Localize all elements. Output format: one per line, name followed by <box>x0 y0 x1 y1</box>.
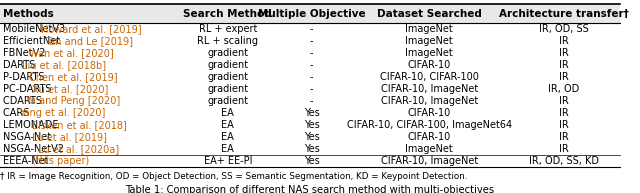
Text: PC-DARTS: PC-DARTS <box>3 84 55 94</box>
Text: EfficientNet: EfficientNet <box>3 36 63 46</box>
Text: NSGA-Net: NSGA-Net <box>3 132 54 142</box>
Text: Yes: Yes <box>303 132 319 142</box>
Text: RL + scaling: RL + scaling <box>197 36 259 46</box>
Text: IR, OD, SS, KD: IR, OD, SS, KD <box>529 157 599 167</box>
Text: IR: IR <box>559 36 569 46</box>
Text: Dataset Searched: Dataset Searched <box>377 9 482 19</box>
Text: Search Method: Search Method <box>184 9 272 19</box>
Text: Lu et al. [2019]: Lu et al. [2019] <box>32 132 107 142</box>
Text: † IR = Image Recognition, OD = Object Detection, SS = Semantic Segmentation, KD : † IR = Image Recognition, OD = Object De… <box>0 173 467 181</box>
Text: MobileNetV3: MobileNetV3 <box>3 24 68 34</box>
Text: gradient: gradient <box>207 48 248 58</box>
Text: CIFAR-10, ImageNet: CIFAR-10, ImageNet <box>381 157 478 167</box>
Text: -: - <box>310 60 313 70</box>
Text: IR: IR <box>559 144 569 154</box>
Text: -: - <box>310 24 313 34</box>
Text: Table 1: Comparison of different NAS search method with multi-objectives: Table 1: Comparison of different NAS sea… <box>125 185 495 193</box>
Text: EA: EA <box>221 132 234 142</box>
Text: DARTS: DARTS <box>3 60 38 70</box>
Text: Architecture transfer†: Architecture transfer† <box>499 9 629 19</box>
Text: Yes: Yes <box>303 144 319 154</box>
Text: Tan and Le [2019]: Tan and Le [2019] <box>45 36 132 46</box>
Text: IR, OD: IR, OD <box>548 84 580 94</box>
Text: Liu et al. [2018b]: Liu et al. [2018b] <box>22 60 106 70</box>
Text: CIFAR-10, ImageNet: CIFAR-10, ImageNet <box>381 96 478 106</box>
Text: Elsken et al. [2018]: Elsken et al. [2018] <box>32 120 127 130</box>
Text: Xu et al. [2020]: Xu et al. [2020] <box>32 84 108 94</box>
Text: ImageNet: ImageNet <box>405 36 453 46</box>
Text: -: - <box>310 84 313 94</box>
Text: -: - <box>310 48 313 58</box>
Text: Yes: Yes <box>303 157 319 167</box>
Text: IR: IR <box>559 60 569 70</box>
Text: CDARTS: CDARTS <box>3 96 45 106</box>
Bar <box>0 4 620 23</box>
Text: CIFAR-10, CIFAR-100: CIFAR-10, CIFAR-100 <box>380 72 479 82</box>
Text: EA: EA <box>221 120 234 130</box>
Text: NSGA-NetV2: NSGA-NetV2 <box>3 144 67 154</box>
Text: gradient: gradient <box>207 84 248 94</box>
Text: Wan et al. [2020]: Wan et al. [2020] <box>29 48 113 58</box>
Text: (this paper): (this paper) <box>32 157 89 167</box>
Text: Yang et al. [2020]: Yang et al. [2020] <box>19 108 106 119</box>
Text: LEMONADE: LEMONADE <box>3 120 61 130</box>
Text: Howard et al. [2019]: Howard et al. [2019] <box>42 24 142 34</box>
Text: FBNetV2: FBNetV2 <box>3 48 49 58</box>
Text: Multiple Objective: Multiple Objective <box>258 9 365 19</box>
Text: gradient: gradient <box>207 72 248 82</box>
Text: CARS: CARS <box>3 108 33 119</box>
Text: Yu and Peng [2020]: Yu and Peng [2020] <box>26 96 121 106</box>
Text: CIFAR-10: CIFAR-10 <box>408 108 451 119</box>
Text: CIFAR-10: CIFAR-10 <box>408 132 451 142</box>
Text: CIFAR-10, ImageNet: CIFAR-10, ImageNet <box>381 84 478 94</box>
Text: IR, OD, SS: IR, OD, SS <box>539 24 589 34</box>
Text: IR: IR <box>559 120 569 130</box>
Text: EA+ EE-PI: EA+ EE-PI <box>204 157 252 167</box>
Text: EA: EA <box>221 108 234 119</box>
Text: IR: IR <box>559 72 569 82</box>
Text: ImageNet: ImageNet <box>405 48 453 58</box>
Text: Chen et al. [2019]: Chen et al. [2019] <box>29 72 117 82</box>
Text: EEEA-Net: EEEA-Net <box>3 157 52 167</box>
Text: IR: IR <box>559 132 569 142</box>
Text: IR: IR <box>559 48 569 58</box>
Text: gradient: gradient <box>207 96 248 106</box>
Text: Yes: Yes <box>303 120 319 130</box>
Text: Lu et al. [2020a]: Lu et al. [2020a] <box>38 144 119 154</box>
Text: Methods: Methods <box>3 9 54 19</box>
Text: ImageNet: ImageNet <box>405 24 453 34</box>
Text: IR: IR <box>559 108 569 119</box>
Text: ImageNet: ImageNet <box>405 144 453 154</box>
Text: -: - <box>310 72 313 82</box>
Text: EA: EA <box>221 144 234 154</box>
Text: IR: IR <box>559 96 569 106</box>
Text: CIFAR-10, CIFAR-100, ImageNet64: CIFAR-10, CIFAR-100, ImageNet64 <box>347 120 512 130</box>
Text: -: - <box>310 96 313 106</box>
Text: Yes: Yes <box>303 108 319 119</box>
Text: RL + expert: RL + expert <box>198 24 257 34</box>
Text: CIFAR-10: CIFAR-10 <box>408 60 451 70</box>
Text: -: - <box>310 36 313 46</box>
Text: gradient: gradient <box>207 60 248 70</box>
Text: P-DARTS: P-DARTS <box>3 72 48 82</box>
